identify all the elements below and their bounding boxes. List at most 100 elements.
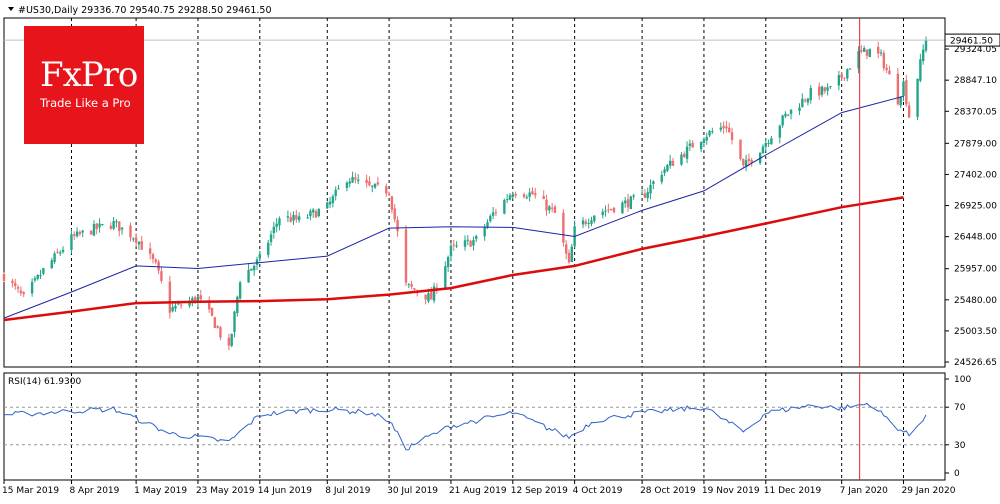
candle-up [356, 179, 360, 182]
candle-down [452, 244, 455, 246]
candle-up [528, 192, 531, 197]
rsi-y-tick-label: 70 [954, 403, 966, 413]
candle-down [22, 291, 25, 295]
candle-down [157, 261, 160, 271]
candle-down [16, 287, 20, 289]
candle-up [275, 223, 278, 227]
candle-up [601, 211, 604, 216]
candle-down [168, 281, 172, 313]
candle-down [691, 142, 694, 148]
candle-up [331, 196, 335, 204]
rsi-pane-frame [3, 372, 946, 481]
candle-up [191, 298, 194, 304]
x-tick-label: 8 Apr 2019 [69, 486, 119, 496]
candle-down [393, 208, 396, 220]
candle-down [896, 73, 900, 105]
candle-up [30, 282, 34, 294]
candle-up [744, 160, 748, 168]
candle-up [581, 220, 585, 225]
candle-up [81, 230, 84, 233]
y-tick-label: 25003.50 [954, 327, 997, 337]
candle-down [78, 232, 82, 234]
candle-down [683, 154, 686, 158]
candle-down [550, 207, 554, 209]
candle-down [410, 284, 413, 287]
candle-down [643, 193, 647, 198]
symbol-dropdown-icon [8, 7, 14, 11]
candle-up [632, 195, 635, 197]
candle-up [587, 223, 590, 225]
candle-down [314, 211, 318, 218]
candle-down [860, 50, 863, 52]
candle-down [609, 208, 613, 210]
candle-up [255, 259, 259, 265]
candle-down [227, 337, 231, 346]
candle-up [432, 286, 436, 301]
candle-up [826, 87, 829, 91]
candle-up [177, 303, 180, 305]
candle-down [562, 212, 565, 243]
candle-up [649, 184, 652, 194]
main-pane-frame [3, 17, 946, 368]
candle-down [210, 307, 214, 316]
candle-up [70, 234, 73, 250]
candle-up [238, 282, 242, 299]
candle-up [505, 199, 509, 201]
candle-up [120, 227, 124, 230]
candle-up [236, 296, 239, 314]
candle-down [11, 280, 14, 284]
candle-up [489, 215, 492, 222]
y-tick-label: 25480.00 [954, 296, 997, 306]
candles-group [2, 36, 928, 351]
candle-down [722, 125, 725, 129]
candle-down [413, 288, 416, 290]
candle-down [545, 199, 548, 211]
candle-up [337, 188, 340, 190]
candle-down [865, 49, 869, 56]
candle-up [857, 51, 860, 69]
candle-up [351, 177, 354, 183]
fxpro-logo: FxPro Trade Like a Pro [24, 26, 144, 144]
candle-down [154, 259, 157, 262]
candle-down [747, 158, 751, 162]
x-tick-label: 23 May 2019 [196, 486, 255, 496]
candle-up [446, 256, 450, 267]
candle-down [19, 290, 23, 294]
candle-down [885, 67, 888, 71]
candle-up [309, 210, 312, 217]
candle-up [491, 212, 495, 216]
rsi-y-tick-label: 30 [954, 441, 966, 451]
x-tick-label: 19 Nov 2019 [702, 486, 760, 496]
rsi-y-tick-label: 0 [954, 469, 960, 479]
x-tick-label: 29 Jan 2020 [902, 486, 956, 496]
candle-up [688, 143, 692, 146]
candle-down [295, 215, 298, 220]
candle-up [789, 109, 793, 114]
candle-down [140, 241, 143, 250]
y-tick-label: 26448.00 [954, 233, 997, 243]
x-tick-label: 8 Jul 2019 [325, 486, 370, 496]
candle-up [466, 239, 470, 241]
candle-down [494, 212, 498, 214]
candle-up [269, 234, 273, 242]
candle-up [112, 220, 115, 229]
candle-down [56, 251, 59, 253]
candle-up [764, 143, 767, 147]
candle-down [728, 127, 731, 132]
candle-down [216, 326, 219, 328]
candle-down [469, 240, 472, 247]
candle-up [449, 245, 453, 257]
candle-up [42, 268, 45, 274]
candle-up [787, 114, 790, 116]
rsi-y-tick-label: 100 [954, 375, 971, 385]
candle-down [213, 317, 217, 328]
candle-down [134, 237, 138, 243]
candle-down [289, 217, 292, 222]
candle-up [621, 202, 624, 214]
candle-up [778, 125, 782, 138]
candle-down [404, 229, 408, 283]
candle-up [919, 59, 922, 81]
candle-up [719, 127, 722, 130]
sma-blue-line [3, 95, 904, 319]
